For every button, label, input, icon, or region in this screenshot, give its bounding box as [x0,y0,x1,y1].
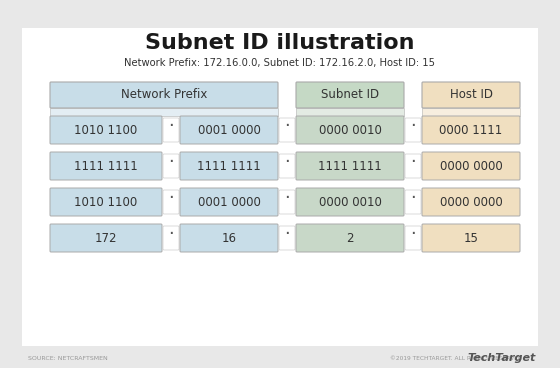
Text: 0001 0000: 0001 0000 [198,124,260,137]
Text: 0000 0000: 0000 0000 [440,195,502,209]
Text: .: . [284,148,290,166]
FancyBboxPatch shape [422,116,520,144]
Text: .: . [284,184,290,202]
Text: .: . [410,148,416,166]
FancyBboxPatch shape [422,152,520,180]
Text: .: . [410,184,416,202]
FancyBboxPatch shape [163,226,179,250]
FancyBboxPatch shape [279,190,295,214]
FancyBboxPatch shape [50,224,162,252]
Text: .: . [410,112,416,130]
Text: 16: 16 [222,231,236,244]
Text: ©2019 TECHTARGET. ALL RIGHTS RESERVED: ©2019 TECHTARGET. ALL RIGHTS RESERVED [390,355,522,361]
FancyBboxPatch shape [180,188,278,216]
Text: Subnet ID illustration: Subnet ID illustration [145,33,415,53]
Text: .: . [284,220,290,238]
Text: 1010 1100: 1010 1100 [74,195,138,209]
Text: 0000 1111: 0000 1111 [440,124,503,137]
FancyBboxPatch shape [50,116,162,144]
Text: .: . [284,112,290,130]
FancyBboxPatch shape [279,154,295,178]
Polygon shape [50,108,278,116]
FancyBboxPatch shape [296,188,404,216]
FancyBboxPatch shape [50,82,278,108]
Text: 0000 0010: 0000 0010 [319,124,381,137]
FancyBboxPatch shape [279,118,295,142]
FancyBboxPatch shape [405,190,421,214]
Text: .: . [168,220,174,238]
Text: Host ID: Host ID [450,88,492,102]
Text: 172: 172 [95,231,117,244]
FancyBboxPatch shape [422,224,520,252]
FancyBboxPatch shape [405,154,421,178]
Polygon shape [296,108,404,116]
Text: 1111 1111: 1111 1111 [74,159,138,173]
Text: Network Prefix: 172.16.0.0, Subnet ID: 172.16.2.0, Host ID: 15: Network Prefix: 172.16.0.0, Subnet ID: 1… [124,58,436,68]
Text: TechTarget: TechTarget [468,353,536,363]
FancyBboxPatch shape [163,118,179,142]
Text: 1010 1100: 1010 1100 [74,124,138,137]
FancyBboxPatch shape [296,82,404,108]
Text: 15: 15 [464,231,478,244]
Text: .: . [168,148,174,166]
Text: 2: 2 [346,231,354,244]
FancyBboxPatch shape [422,82,520,108]
FancyBboxPatch shape [163,190,179,214]
Text: 0001 0000: 0001 0000 [198,195,260,209]
FancyBboxPatch shape [296,224,404,252]
Text: Network Prefix: Network Prefix [121,88,207,102]
Text: .: . [410,220,416,238]
Text: 0000 0010: 0000 0010 [319,195,381,209]
Polygon shape [422,108,520,116]
FancyBboxPatch shape [405,118,421,142]
Text: 1111 1111: 1111 1111 [197,159,261,173]
Text: .: . [168,184,174,202]
FancyBboxPatch shape [180,116,278,144]
Text: 1111 1111: 1111 1111 [318,159,382,173]
FancyBboxPatch shape [50,152,162,180]
FancyBboxPatch shape [279,226,295,250]
Text: SOURCE: NETCRAFTSMEN: SOURCE: NETCRAFTSMEN [28,355,108,361]
FancyBboxPatch shape [50,188,162,216]
FancyBboxPatch shape [422,188,520,216]
Text: Subnet ID: Subnet ID [321,88,379,102]
FancyBboxPatch shape [180,224,278,252]
FancyBboxPatch shape [22,28,538,346]
FancyBboxPatch shape [180,152,278,180]
FancyBboxPatch shape [163,154,179,178]
FancyBboxPatch shape [296,116,404,144]
Text: 0000 0000: 0000 0000 [440,159,502,173]
Text: .: . [168,112,174,130]
FancyBboxPatch shape [405,226,421,250]
FancyBboxPatch shape [296,152,404,180]
